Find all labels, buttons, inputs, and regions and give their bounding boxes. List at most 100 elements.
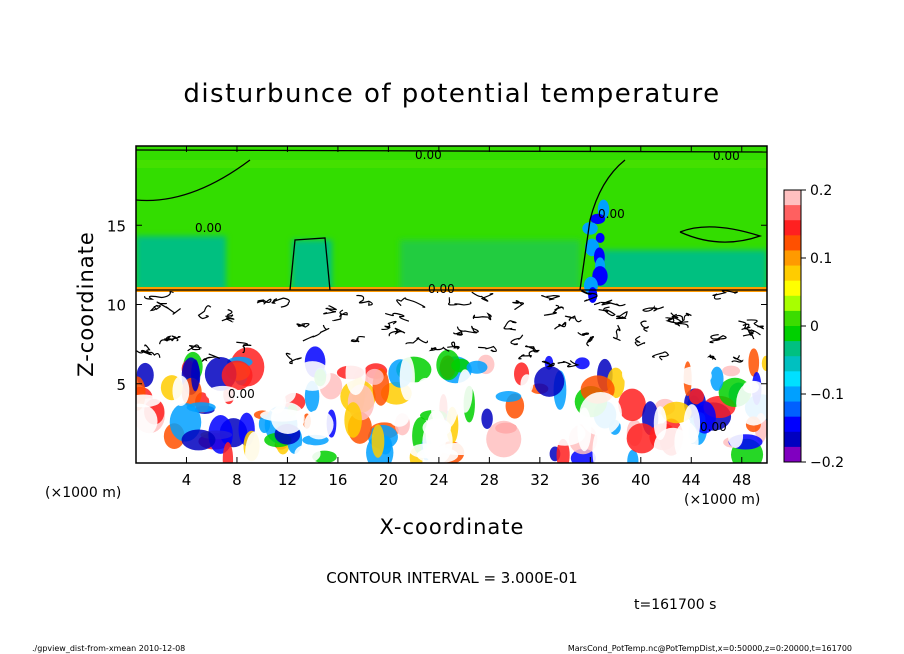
x-tick-label: 4 [182, 471, 192, 489]
colorbar-swatch [784, 326, 801, 342]
neutral-cell [389, 409, 410, 427]
colorbar: 0.2 0.1 0 −0.1 −0.2 [783, 183, 844, 471]
convective-cell [761, 355, 767, 372]
footer-right: MarsCond_PotTemp.nc@PotTempDist,x=0:5000… [568, 644, 852, 653]
neutral-cell [294, 444, 321, 463]
contour-line [598, 306, 616, 317]
x-tick-label: 12 [278, 471, 297, 489]
contour-line [557, 360, 580, 368]
contour-line [731, 355, 744, 363]
contour-line [356, 294, 373, 306]
colorbar-swatch [784, 371, 801, 387]
convective-cell [222, 442, 234, 463]
contour-line [456, 325, 479, 334]
convective-cell [534, 366, 565, 397]
upper-layer-teal-patch [136, 236, 226, 290]
colorbar-swatch [784, 220, 801, 236]
contour-line [503, 320, 517, 331]
convective-cell [365, 368, 384, 385]
contour-line [428, 346, 450, 352]
neutral-cell [136, 394, 161, 408]
contour-line [640, 320, 649, 332]
contour-line [447, 297, 472, 306]
y-tick-label: 10 [107, 297, 126, 315]
plume-cell [590, 213, 606, 225]
contour-label: 0.00 [415, 148, 442, 162]
neutral-cell [653, 427, 692, 463]
x-tick-label: 24 [429, 471, 448, 489]
contour-label: 0.00 [428, 282, 455, 296]
colorbar-tick-label: 0 [810, 319, 819, 335]
neutral-cell [736, 380, 767, 426]
contour-line [385, 312, 410, 322]
contour-line [271, 297, 290, 308]
convective-cell [722, 365, 741, 377]
contour-line [323, 305, 337, 315]
contour-line [381, 320, 397, 331]
contour-line [289, 237, 331, 291]
neutral-cell [136, 403, 158, 439]
contour-line [236, 341, 252, 354]
contour-line [524, 345, 539, 353]
colorbar-tick-label: 0.2 [810, 183, 832, 199]
y-tick-label: 5 [116, 376, 126, 394]
contour-line [612, 324, 622, 342]
contour-line [332, 309, 348, 322]
contour-line [472, 312, 492, 321]
convective-cell [689, 388, 704, 405]
contour-line [543, 304, 564, 316]
contour-line [642, 304, 664, 312]
contour-line [518, 349, 540, 360]
neutral-cell [579, 391, 622, 436]
chart-title: disturbunce of potential temperature [183, 79, 720, 109]
contour-line [746, 319, 764, 330]
contour-line [452, 331, 464, 336]
neutral-cell [409, 443, 443, 459]
contour-line [447, 341, 460, 350]
neutral-cell [399, 355, 415, 401]
colorbar-swatch [784, 280, 801, 297]
x-axis-label: X-coordinate [380, 515, 525, 539]
x-axis-unit-right: (×1000 m) [684, 492, 760, 508]
colorbar-tick-label: −0.1 [810, 387, 844, 403]
contour-line [396, 297, 426, 308]
colorbar-swatch [784, 416, 801, 433]
contour-line [616, 311, 628, 320]
contour-line [586, 336, 595, 347]
convective-cell [436, 349, 461, 381]
neutral-cell [678, 366, 712, 386]
contour-line [577, 331, 590, 336]
colorbar-tick-label: 0.1 [810, 251, 832, 267]
convective-cell [371, 424, 385, 458]
contour-line [405, 337, 428, 345]
contour-line [225, 314, 234, 323]
contour-line [541, 360, 555, 368]
contour-line [187, 344, 202, 352]
contour-line [471, 291, 494, 302]
colorbar-swatch [784, 356, 801, 372]
convective-cell [466, 360, 488, 374]
neutral-cell [534, 434, 550, 463]
colorbar-swatch [784, 446, 801, 463]
contour-line [667, 312, 682, 325]
contour-line [164, 335, 179, 342]
x-tick-label: 20 [379, 471, 398, 489]
neutral-cell [683, 404, 701, 444]
neutral-cell [304, 409, 334, 440]
neutral-cell [260, 409, 304, 422]
convective-cell [710, 366, 724, 391]
contour-line [706, 354, 717, 361]
contour-line [581, 290, 598, 302]
contour-line [302, 324, 330, 342]
contour-lines [136, 149, 767, 368]
x-axis: 4 8 12 16 20 24 28 32 36 40 44 48 [182, 146, 751, 489]
contour-line [136, 149, 767, 153]
upper-layer-band [136, 160, 767, 168]
contour-line [634, 335, 646, 347]
colorbar-swatch [784, 205, 801, 221]
neutral-cell [457, 369, 473, 413]
colorbar-swatch [784, 341, 801, 357]
contour-line [201, 353, 220, 362]
neutral-cell [621, 362, 650, 386]
